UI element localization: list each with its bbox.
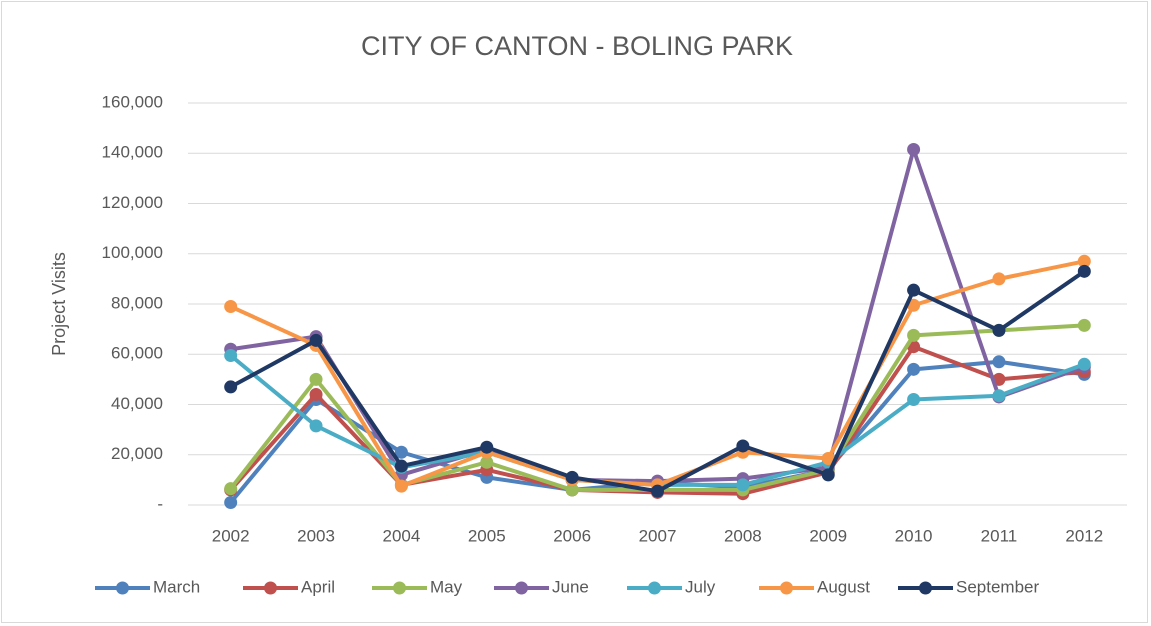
data-point (309, 387, 323, 401)
data-point (224, 482, 238, 496)
data-point (992, 323, 1006, 337)
chart-title: CITY OF CANTON - BOLING PARK (361, 31, 793, 61)
legend-marker (116, 581, 129, 595)
legend-marker (919, 581, 932, 595)
x-tick-label: 2007 (639, 526, 677, 545)
data-point (309, 333, 323, 347)
y-tick-label: 40,000 (111, 394, 163, 413)
y-tick-label: 160,000 (102, 92, 163, 111)
legend-marker (264, 581, 277, 595)
data-point (309, 419, 323, 433)
x-tick-label: 2011 (981, 526, 1018, 545)
x-tick-label: 2003 (297, 526, 335, 545)
data-point (309, 372, 323, 386)
data-point (907, 362, 921, 376)
data-point (907, 328, 921, 342)
y-tick-label: 120,000 (102, 193, 163, 212)
data-point (1077, 357, 1091, 371)
x-tick-label: 2002 (212, 526, 250, 545)
data-point (1077, 254, 1091, 268)
data-point (651, 484, 664, 498)
legend-marker (393, 581, 406, 595)
legend-label: June (552, 577, 589, 596)
legend-label: September (956, 577, 1039, 596)
legend-marker (648, 581, 661, 595)
data-point (821, 452, 835, 466)
y-tick-label: 60,000 (111, 344, 163, 363)
data-point (565, 483, 579, 497)
data-point (821, 468, 835, 482)
legend-label: May (430, 577, 463, 596)
data-point (907, 283, 921, 297)
y-tick-label: 80,000 (111, 293, 163, 312)
x-tick-label: 2004 (382, 526, 420, 545)
data-point (480, 455, 494, 469)
x-tick-label: 2006 (553, 526, 591, 545)
data-point (907, 142, 921, 156)
data-point (394, 459, 408, 473)
data-point (224, 495, 238, 509)
x-tick-label: 2010 (895, 526, 933, 545)
legend-label: March (153, 577, 200, 596)
x-tick-label: 2009 (809, 526, 847, 545)
x-tick-label: 2008 (724, 526, 762, 545)
data-point (224, 300, 238, 314)
data-point (992, 389, 1006, 403)
legend-label: August (817, 577, 870, 596)
data-point (736, 478, 750, 492)
data-point (1077, 318, 1091, 332)
data-point (224, 349, 238, 363)
x-tick-label: 2012 (1065, 526, 1103, 545)
x-tick-label: 2005 (468, 526, 506, 545)
y-tick-label: 100,000 (102, 243, 163, 262)
data-point (565, 470, 579, 484)
data-point (224, 380, 238, 394)
y-tick-label: 140,000 (102, 143, 163, 162)
legend-label: April (301, 577, 335, 596)
legend-marker (515, 581, 528, 595)
y-tick-label: - (157, 494, 163, 513)
data-point (394, 445, 408, 459)
data-point (907, 392, 921, 406)
data-point (992, 355, 1006, 369)
y-tick-label: 20,000 (111, 444, 163, 463)
data-point (394, 479, 408, 493)
y-axis-label: Project Visits (49, 252, 69, 356)
data-point (480, 440, 494, 454)
legend-label: July (685, 577, 716, 596)
data-point (992, 272, 1006, 286)
legend-marker (780, 581, 793, 595)
data-point (907, 298, 921, 312)
data-point (736, 439, 750, 453)
data-point (1077, 264, 1091, 278)
